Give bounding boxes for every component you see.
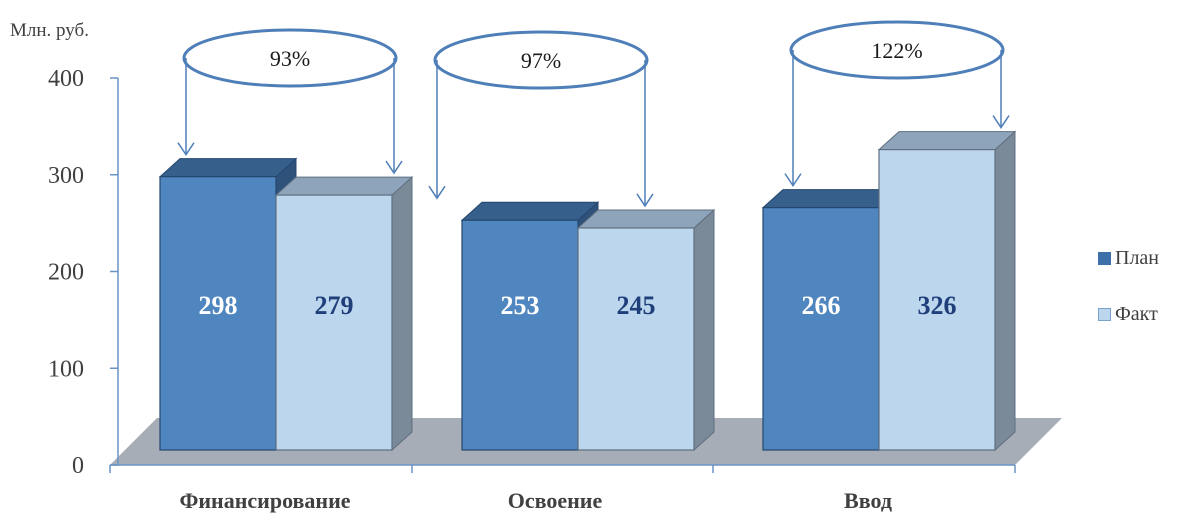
percentage-arrowhead-left-2 — [784, 173, 802, 187]
percentage-arrowhead-right-0 — [385, 160, 403, 175]
bar-side-0-1 — [391, 175, 413, 452]
category-label-0: Финансирование — [179, 488, 350, 513]
percentage-arrowhead-right-1 — [636, 193, 654, 208]
bar-top-0-0 — [158, 158, 298, 178]
percentage-ellipse-2 — [789, 20, 1005, 80]
category-label-1: Освоение — [508, 488, 603, 513]
legend-item-fact: Факт — [1098, 301, 1159, 327]
percentage-label-1: 97% — [521, 48, 561, 73]
bar-value-label-1-0: 253 — [501, 291, 540, 320]
bar-value-label-0-1: 279 — [315, 291, 354, 320]
bar-0-1 — [275, 194, 393, 451]
legend-swatch-plan — [1098, 251, 1111, 265]
percentage-arrowhead-right-2 — [992, 115, 1010, 129]
bar-2-1 — [878, 148, 996, 451]
percentage-label-2: 122% — [871, 38, 922, 63]
bar-value-label-2-0: 266 — [802, 291, 841, 320]
category-label-2: Ввод — [844, 488, 892, 513]
y-tick-label-2: 200 — [48, 260, 84, 286]
y-tick-label-1: 100 — [48, 356, 84, 382]
y-tick-label-3: 300 — [48, 163, 84, 189]
legend-label-fact: Факт — [1115, 302, 1158, 325]
percentage-ellipse-1 — [433, 30, 649, 90]
bar-top-1-1 — [576, 209, 716, 229]
bar-side-1-1 — [693, 208, 715, 452]
bar-value-label-0-0: 298 — [199, 291, 238, 320]
percentage-arrowhead-left-0 — [177, 142, 195, 157]
legend-swatch-fact — [1098, 307, 1111, 321]
bar-value-label-2-1: 326 — [918, 291, 957, 320]
bar-0-0 — [159, 176, 277, 451]
legend-label-plan: План — [1115, 246, 1160, 269]
legend: План Факт — [1098, 245, 1159, 357]
percentage-arrowhead-left-1 — [428, 185, 446, 200]
legend-item-plan: План — [1098, 245, 1159, 271]
percentage-ellipse-0 — [182, 28, 398, 88]
y-tick-label-0: 0 — [72, 453, 84, 479]
bar-1-0 — [461, 219, 579, 451]
bar-top-2-1 — [877, 131, 1017, 151]
bar-top-0-1 — [274, 176, 414, 196]
bar-value-label-1-1: 245 — [617, 291, 656, 320]
bar-1-1 — [577, 227, 695, 451]
bar-top-1-0 — [460, 201, 600, 221]
percentage-label-0: 93% — [270, 46, 310, 71]
bar-2-0 — [762, 207, 880, 451]
y-axis-unit-label: Млн. руб. — [10, 20, 89, 41]
bar-side-2-1 — [994, 130, 1016, 452]
y-tick-label-4: 400 — [48, 66, 84, 92]
